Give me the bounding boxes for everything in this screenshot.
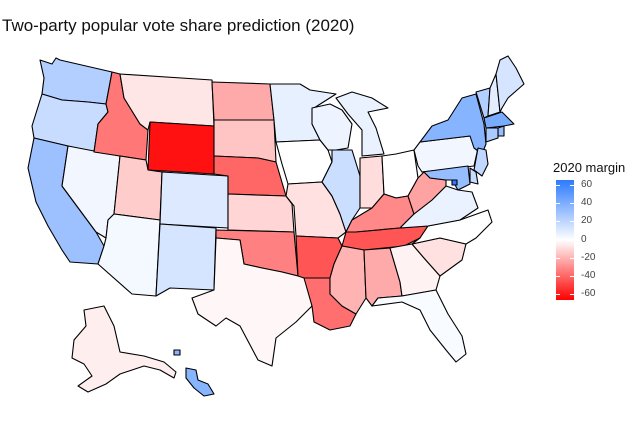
- state-north-dakota[interactable]: [211, 81, 275, 121]
- legend-tick-mark: [570, 240, 574, 241]
- legend-tick-label: -60: [581, 288, 596, 299]
- state-arizona[interactable]: [97, 213, 161, 297]
- state-new-york[interactable]: [419, 93, 487, 155]
- legend-tick-mark: [556, 240, 560, 241]
- legend-gradient: [556, 180, 574, 300]
- state-new-mexico[interactable]: [155, 223, 217, 297]
- state-hawaii[interactable]: [185, 367, 215, 397]
- legend-colorbar: 60 40 20 0 -20 -40 -60: [553, 180, 625, 300]
- legend-tick-mark: [570, 221, 574, 222]
- legend-tick-mark: [556, 185, 560, 186]
- legend: 2020 margin 60 40 20 0 -20 -40 -60: [553, 160, 625, 300]
- state-rhode-island[interactable]: [497, 125, 505, 137]
- legend-tick-mark: [570, 185, 574, 186]
- legend-tick-mark: [556, 276, 560, 277]
- contiguous-states: [27, 55, 525, 367]
- legend-tick-label: -20: [581, 252, 596, 263]
- alaska-inset: [71, 305, 177, 393]
- state-south-dakota[interactable]: [213, 119, 277, 163]
- legend-tick-mark: [556, 221, 560, 222]
- state-colorado[interactable]: [159, 171, 229, 229]
- state-new-jersey[interactable]: [473, 147, 489, 177]
- legend-tick-mark: [556, 203, 560, 204]
- state-connecticut[interactable]: [485, 127, 499, 143]
- chart-title: Two-party popular vote share prediction …: [2, 16, 355, 35]
- legend-tick-mark: [570, 276, 574, 277]
- state-wyoming[interactable]: [147, 121, 215, 175]
- legend-tick-label: 60: [581, 179, 593, 190]
- state-kansas[interactable]: [227, 193, 295, 233]
- state-texas[interactable]: [191, 237, 313, 367]
- state-wisconsin[interactable]: [311, 103, 353, 151]
- legend-tick-label: 0: [581, 234, 587, 245]
- legend-tick-mark: [570, 203, 574, 204]
- legend-tick-label: 20: [581, 215, 593, 226]
- state-delaware[interactable]: [469, 167, 479, 185]
- state-alaska[interactable]: [71, 305, 177, 393]
- state-michigan[interactable]: [335, 91, 389, 157]
- state-florida[interactable]: [371, 289, 467, 363]
- state-district-of-columbia[interactable]: [451, 179, 458, 186]
- legend-title: 2020 margin: [553, 160, 626, 175]
- legend-tick-mark: [556, 294, 560, 295]
- legend-tick-label: -40: [581, 270, 596, 281]
- legend-tick-label: 40: [581, 197, 593, 208]
- legend-tick-mark: [570, 294, 574, 295]
- legend-tick-mark: [570, 258, 574, 259]
- state-iowa[interactable]: [275, 139, 333, 185]
- state-maine[interactable]: [495, 55, 525, 113]
- hawaii-inset: [173, 349, 215, 397]
- legend-tick-mark: [556, 258, 560, 259]
- state-hawaii-island-oahu[interactable]: [173, 349, 181, 356]
